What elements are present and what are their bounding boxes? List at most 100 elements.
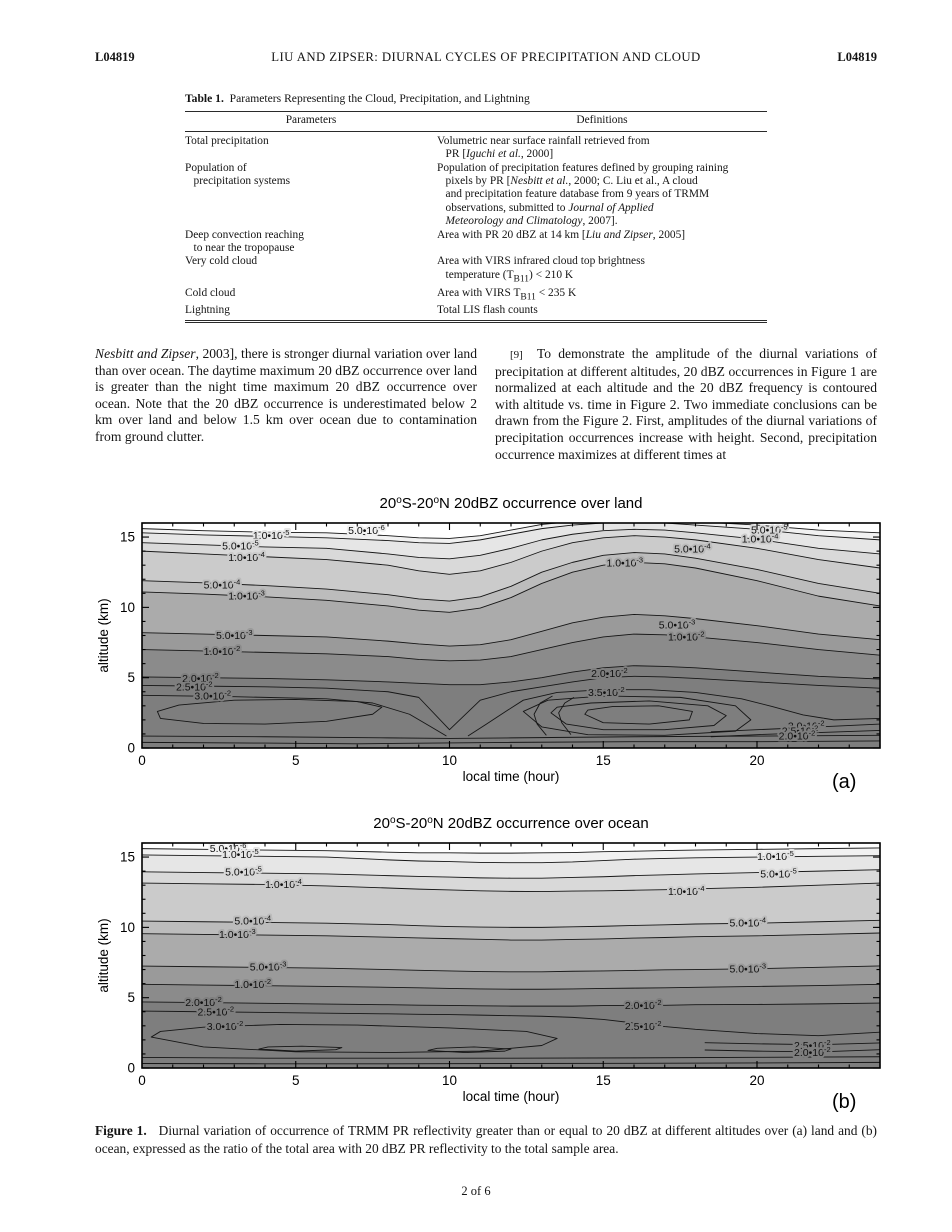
y-axis-label: altitude (km): [96, 918, 111, 992]
contour-label: 5.0•10-6: [348, 523, 385, 537]
definition-cell: Area with PR 20 dBZ at 14 km [Liu and Zi…: [437, 228, 686, 241]
contour-label: 1.0•10-5: [757, 849, 794, 863]
contour-loop: [427, 1046, 512, 1053]
contour-line: [142, 633, 880, 662]
x-tick-label: 20: [749, 753, 764, 768]
contour-line: [142, 694, 447, 737]
contour-loop: [550, 700, 727, 731]
contour-label: 1.0•10-2: [668, 629, 705, 643]
contour-label: 3.0•10-2: [194, 688, 231, 702]
definition-cell: Area with VIRS infrared cloud top bright…: [437, 255, 645, 285]
contour-loop: [522, 695, 752, 736]
y-axis-label: altitude (km): [96, 598, 111, 672]
body-text: Nesbitt and Zipser, 2003], there is stro…: [95, 346, 877, 463]
contour-line: [710, 729, 880, 738]
x-axis-label: local time (hour): [463, 769, 560, 784]
contour-line: [142, 552, 880, 602]
contour-line: [142, 523, 880, 539]
x-tick-label: 5: [292, 1073, 300, 1088]
contour-line: [142, 528, 880, 560]
contour-line: [142, 1010, 880, 1037]
contour-label: 3.0•10-2: [788, 719, 825, 733]
table-row: Very cold cloud Area with VIRS infrared c…: [185, 255, 767, 286]
chart-title: 20o​S-20o​N 20dBZ occurrence over ocean: [373, 815, 648, 832]
contour-line: [533, 695, 553, 736]
y-tick-label: 15: [120, 850, 135, 865]
x-axis-label: local time (hour): [463, 1089, 560, 1104]
panel-label: (a): [832, 771, 856, 793]
y-tick-label: 0: [127, 1061, 135, 1076]
body-column-left: Nesbitt and Zipser, 2003], there is stro…: [95, 346, 477, 444]
definition-cell: Area with VIRS TB11 < 235 K: [437, 286, 577, 302]
contour-line: [142, 983, 880, 990]
page-number: 2 of 6: [461, 1184, 491, 1198]
contour-line: [704, 1042, 880, 1046]
contour-label: 2.5•10-2: [176, 679, 213, 693]
contour-label: 1.0•10-3: [606, 556, 643, 570]
paragraph-text: To demonstrate the amplitude of the diur…: [495, 346, 877, 462]
y-tick-label: 10: [120, 600, 135, 615]
contour-line: [142, 675, 880, 731]
table-caption: Table 1. Parameters Representing the Clo…: [185, 92, 767, 105]
contour-label: 2.0•10-2: [591, 666, 628, 680]
contour-line: [142, 740, 880, 745]
definition-cell: Total LIS flash counts: [437, 304, 538, 317]
x-tick-label: 15: [596, 753, 611, 768]
contour-label: 5.0•10-6: [210, 841, 247, 855]
parameter-cell: Lightning: [185, 304, 230, 317]
contour-chart-ocean: 5.0•10-61.0•10-5 1.0•10-55.0•10-5 5.0•10-5…: [96, 815, 881, 1113]
paragraph-marker: [9]: [510, 349, 523, 361]
table-col-header-definitions: Definitions: [576, 114, 628, 127]
contour-line: [142, 847, 880, 854]
contour-label: 2.5•10-2: [782, 724, 819, 738]
table-caption-label: Table 1.: [185, 92, 224, 105]
contour-label: 5.0•10-3: [659, 617, 696, 631]
contour-label: 1.0•10-3: [228, 589, 265, 603]
contour-line: [558, 696, 575, 735]
running-title: LIU AND ZIPSER: DIURNAL CYCLES OF PRECIP…: [271, 50, 701, 64]
contour-line: [704, 1049, 880, 1053]
y-tick-label: 0: [127, 741, 135, 756]
table-row: Deep convection reaching to near the tro…: [185, 229, 767, 256]
y-tick-label: 15: [120, 530, 135, 545]
contour-loop: [156, 699, 383, 725]
contour-line: [142, 535, 880, 575]
contour-label: 3.0•10-2: [207, 1019, 244, 1033]
contour-label: 2.0•10-2: [182, 671, 219, 685]
x-tick-label: 15: [596, 1073, 611, 1088]
figure-caption-text: Diurnal variation of occurrence of TRMM …: [95, 1123, 878, 1156]
definition-cell: Volumetric near surface rainfall retriev…: [437, 134, 650, 161]
figure-caption-label: Figure 1.: [95, 1123, 147, 1138]
table-bottom-rule: [185, 319, 767, 324]
contour-label: 3.5•10-2: [588, 685, 625, 699]
contour-line: [142, 665, 880, 686]
y-tick-label: 10: [120, 920, 135, 935]
contour-label: 2.0•10-2: [779, 729, 816, 743]
contour-loop: [584, 705, 693, 725]
axis-ticks: [141, 842, 881, 1069]
table-caption-text: Parameters Representing the Cloud, Preci…: [229, 92, 530, 105]
contour-label: 2.5•10-2: [625, 1019, 662, 1033]
contour-label: 5.0•10-4: [234, 914, 271, 928]
contour-label: 1.0•10-5: [253, 528, 290, 542]
table-col-header-parameters: Parameters: [285, 114, 337, 127]
contour-label: 5.0•10-5: [222, 539, 259, 553]
parameter-cell: Total precipitation: [185, 134, 269, 147]
contour-line: [467, 689, 880, 737]
contour-line: [142, 882, 880, 892]
contour-label: 1.0•10-4: [742, 532, 779, 546]
plot-area: 5.0•10-61.0•10-5 1.0•10-55.0•10-5 5.0•10-5…: [142, 841, 880, 1068]
contour-label: 1.0•10-4: [668, 884, 705, 898]
x-tick-label: 0: [138, 753, 146, 768]
x-tick-label: 10: [442, 1073, 457, 1088]
chart-title: 20o​S-20o​N 20dBZ occurrence over land: [380, 495, 643, 512]
table-body: Total precipitation Volumetric near surfa…: [185, 132, 767, 320]
panel-label: (b): [832, 1091, 856, 1113]
contour-label: 5.0•10-4: [729, 916, 766, 930]
y-tick-label: 5: [127, 990, 135, 1005]
table-top-rule: [185, 111, 767, 113]
parameter-cell: Deep convection reaching to near the tro…: [185, 228, 304, 255]
contour-label: 2.0•10-2: [794, 1045, 831, 1059]
contour-label: 5.0•10-4: [674, 542, 711, 556]
contour-line: [142, 1056, 880, 1059]
